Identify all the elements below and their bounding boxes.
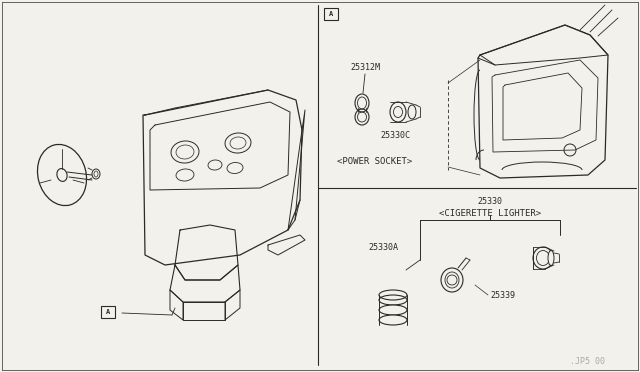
Ellipse shape xyxy=(408,105,416,119)
Text: <CIGERETTE LIGHTER>: <CIGERETTE LIGHTER> xyxy=(439,208,541,218)
Text: 25330C: 25330C xyxy=(380,131,410,141)
Bar xyxy=(324,8,338,20)
Text: 25330: 25330 xyxy=(477,198,502,206)
Ellipse shape xyxy=(379,315,407,325)
Text: .JP5 00: .JP5 00 xyxy=(570,357,605,366)
Ellipse shape xyxy=(379,295,407,305)
Text: <POWER SOCKET>: <POWER SOCKET> xyxy=(337,157,413,167)
Text: A: A xyxy=(329,12,333,17)
Text: A: A xyxy=(106,310,110,315)
Bar xyxy=(101,306,115,318)
Ellipse shape xyxy=(548,250,554,266)
Text: 25330A: 25330A xyxy=(368,244,398,253)
Text: 25312M: 25312M xyxy=(350,64,380,73)
Ellipse shape xyxy=(379,305,407,315)
Ellipse shape xyxy=(533,247,553,269)
Text: 25339: 25339 xyxy=(490,291,515,299)
